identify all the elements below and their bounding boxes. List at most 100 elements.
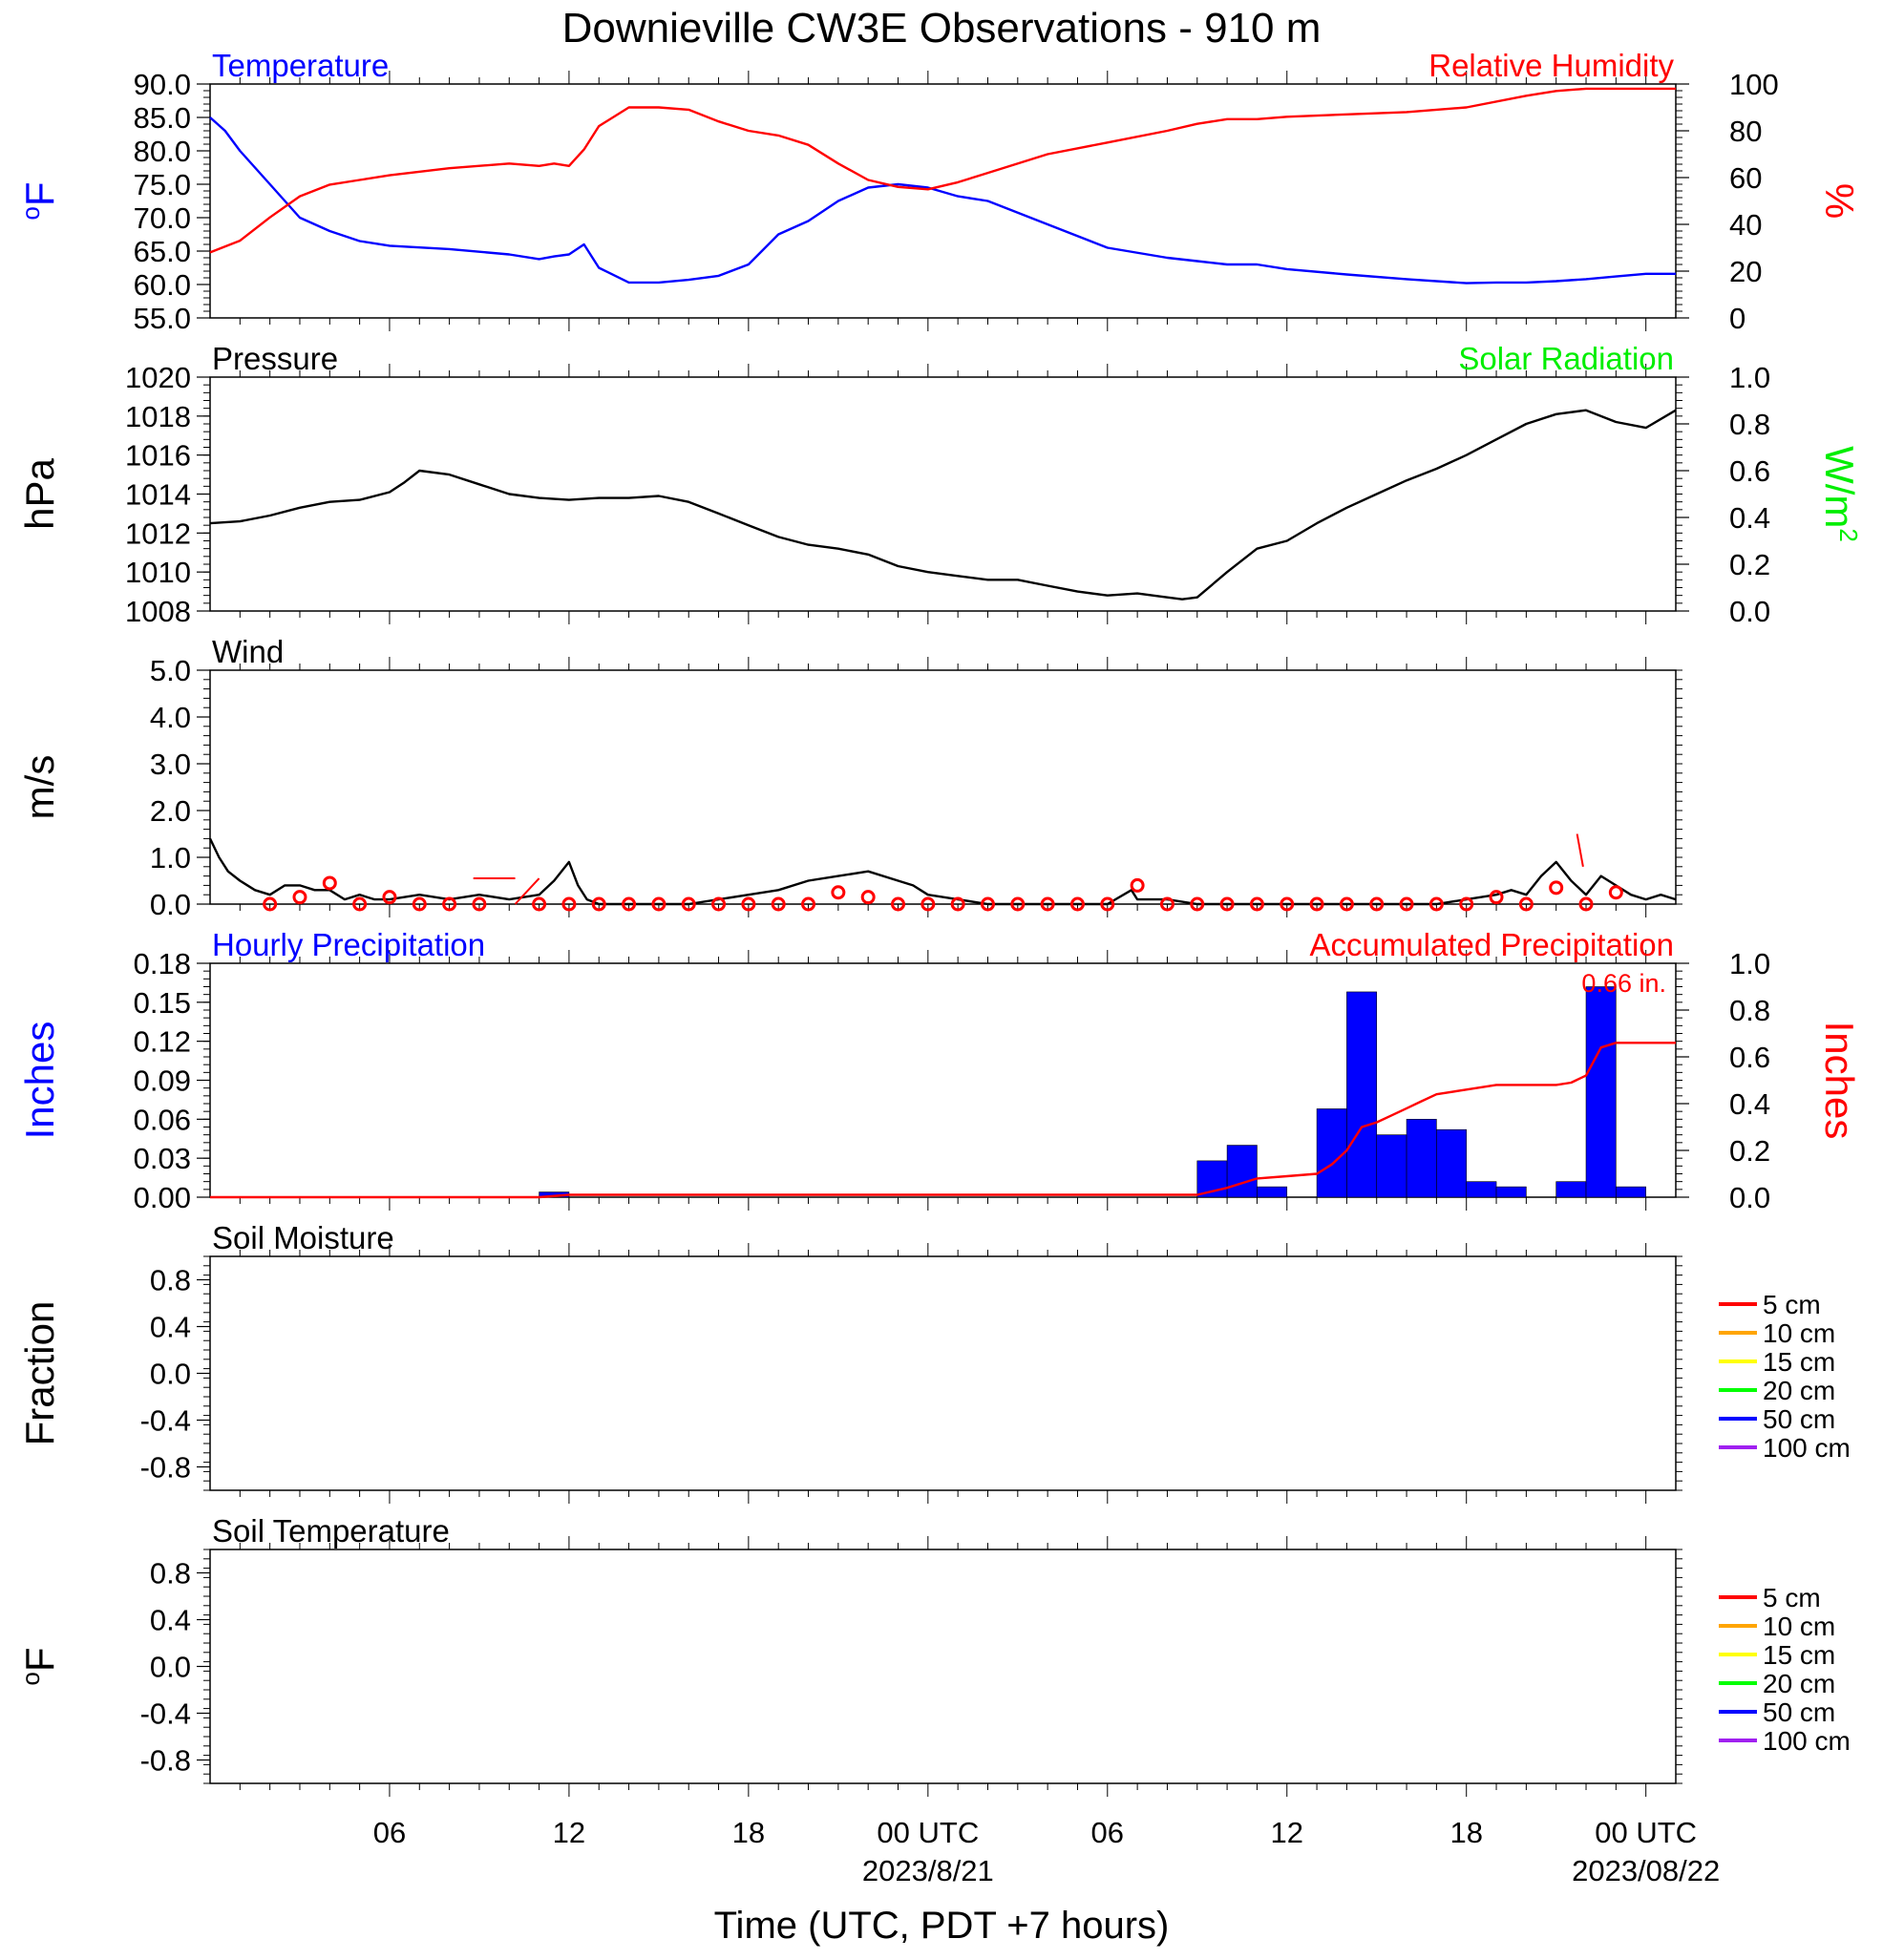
gust-marker [1549,880,1564,896]
gust-marker [860,890,876,905]
y-tick-label-left: 0.12 [134,1025,191,1059]
plot-frame [209,83,1677,319]
panel-right-title: Relative Humidity [1428,48,1674,83]
gust-marker [382,890,397,905]
series-line [209,116,1676,285]
y-tick-label-right: 0.6 [1729,1041,1770,1074]
y-tick-label-left: 1018 [125,400,191,433]
x-axis-label: Time (UTC, PDT +7 hours) [714,1905,1170,1947]
y-tick-label-left: 0.0 [150,1651,191,1684]
panel-soil_moisture: 0.8 0.4 0.0 -0.4 -0.8 Soil Moisture Fraction 5 … [17,1220,1851,1504]
gust-marker [950,896,965,912]
y-axis-label-right: % [1817,183,1862,219]
y-tick-label-left: 85.0 [134,101,191,135]
y-tick-label-right: 0.8 [1729,408,1770,441]
x-tick-label: 18 [1449,1816,1482,1849]
precip-bar [1226,1145,1258,1198]
accum-annotation: 0.66 in. [1581,969,1666,998]
y-tick-label-left: 1010 [125,556,191,589]
y-tick-label-right: 0.8 [1729,994,1770,1027]
y-tick-label-left: 60.0 [134,268,191,302]
y-tick-label-right: 1.0 [1729,361,1770,394]
x-tick-label: 00 UTC [877,1816,979,1849]
y-tick-label-left: 0.06 [134,1103,191,1136]
gust-marker [561,896,577,912]
y-tick-label-left: 75.0 [134,168,191,201]
y-tick-label-left: 80.0 [134,135,191,168]
precip-bar [1555,1181,1587,1198]
gust-marker [532,896,547,912]
plot-frame [209,669,1677,905]
gust-marker [472,896,487,912]
gust-marker [1130,877,1145,893]
y-tick-label-left: 0.4 [150,1311,191,1344]
gust-marker [801,896,816,912]
gust-marker [980,896,995,912]
gust-marker [1280,896,1295,912]
gust-marker [1100,896,1115,912]
x-tick-label: 00 UTC [1595,1816,1697,1849]
legend-label: 5 cm [1763,1583,1821,1612]
gust-marker [1608,885,1623,900]
precip-bar [1436,1128,1468,1198]
precip-bar [1585,986,1617,1198]
gust-marker [831,885,846,900]
panel-left-title: Wind [212,634,284,669]
y-tick-label-left: 0.4 [150,1604,191,1637]
panel-left-title: Pressure [212,341,338,376]
y-tick-label-right: 0.2 [1729,1134,1770,1168]
y-tick-label-right: 100 [1729,68,1779,101]
gust-marker [1219,896,1235,912]
y-tick-label-left: -0.8 [140,1744,191,1778]
precip-bar [1466,1181,1497,1198]
panel-left-title: Soil Temperature [212,1513,450,1549]
y-tick-label-left: 90.0 [134,68,191,101]
legend-label: 15 cm [1763,1640,1835,1670]
y-tick-label-right: 1.0 [1729,947,1770,980]
precip-bar [1376,1134,1407,1198]
y-tick-label-left: 65.0 [134,235,191,268]
x-axis: 06 12 18 00 UTC 2023/8/21 06 12 18 00 UTC 2023/08… [373,1816,1721,1887]
y-tick-label-left: 0.18 [134,947,191,980]
legend-label: 100 cm [1763,1726,1851,1756]
gust-marker [1459,896,1474,912]
y-tick-label-right: 60 [1729,161,1762,195]
gust-marker [1190,896,1205,912]
legend-label: 10 cm [1763,1318,1835,1348]
y-tick-label-left: 55.0 [134,302,191,335]
gust-marker [591,896,606,912]
y-tick-label-left: 1014 [125,478,191,512]
y-tick-label-right: 0 [1729,302,1745,335]
y-tick-label-left: 0.8 [150,1264,191,1297]
y-axis-label-left: hPa [17,457,62,529]
precip-bar [1316,1108,1347,1198]
series-line [208,837,1677,906]
legend-label: 20 cm [1763,1376,1835,1405]
gust-marker [1489,890,1504,905]
x-tick-label: 18 [732,1816,765,1849]
chart-title: Downieville CW3E Observations - 910 m [562,5,1322,52]
legend-label: 100 cm [1763,1433,1851,1463]
gust-marker [1309,896,1324,912]
panel-left-title: Soil Moisture [212,1220,394,1255]
y-tick-label-left: 1020 [125,361,191,394]
y-tick-label-left: 0.15 [134,986,191,1020]
x-tick-label: 06 [373,1816,406,1849]
gust-marker [1010,896,1026,912]
y-tick-label-left: 5.0 [150,654,191,687]
wind-mark [514,877,540,905]
y-tick-label-left: 0.03 [134,1142,191,1175]
legend-label: 5 cm [1763,1290,1821,1319]
gust-marker [891,896,906,912]
y-tick-label-left: 70.0 [134,201,191,235]
gust-marker [1399,896,1414,912]
gust-marker [1339,896,1354,912]
gust-marker [920,896,936,912]
x-tick-date: 2023/8/21 [862,1854,994,1887]
plot-frame [209,1549,1677,1784]
panels: 90.085.080.075.070.065.060.055.010080604… [16,48,1863,1797]
gust-marker [1578,896,1594,912]
y-tick-label-left: 4.0 [150,701,191,734]
